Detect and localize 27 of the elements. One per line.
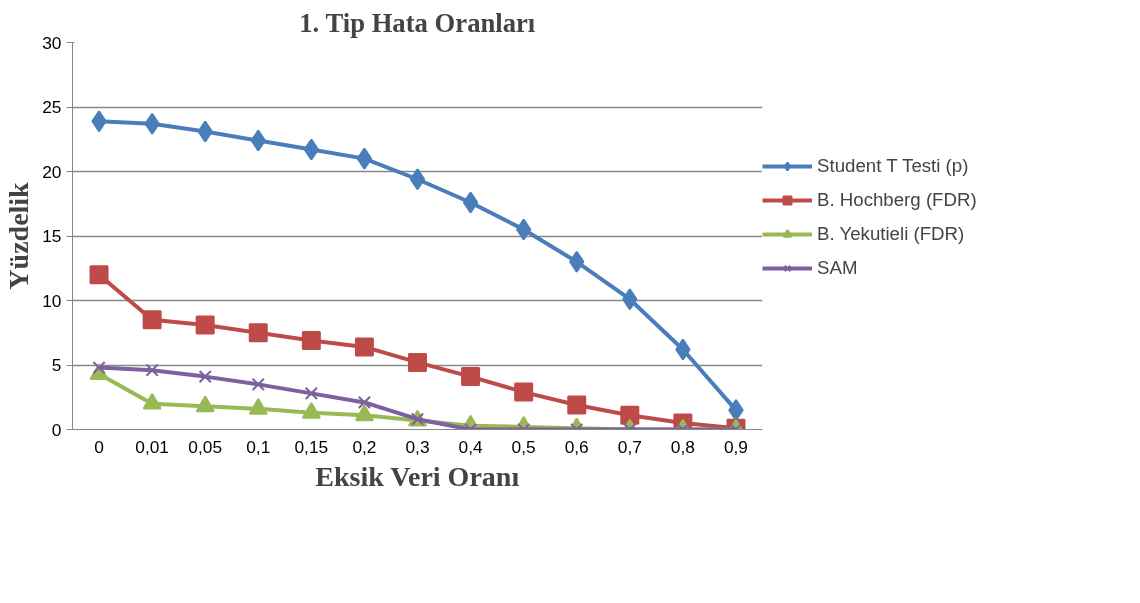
y-tick-label: 5 — [51, 355, 62, 375]
y-tick-label: 15 — [42, 226, 62, 246]
y-tick-label: 25 — [42, 97, 62, 117]
x-tick-label: 0,7 — [617, 436, 642, 457]
x-tick-label: 0,1 — [246, 436, 271, 457]
y-axis-title: Yüzdelik — [3, 181, 35, 290]
legend-label: B. Yekutieli (FDR) — [817, 223, 965, 245]
x-tick-label: 0,5 — [511, 436, 536, 457]
x-tick-label: 0,01 — [135, 436, 169, 457]
x-tick-label: 0,15 — [294, 436, 329, 457]
x-tick-label: 0,2 — [352, 436, 377, 457]
x-tick-label: 0,9 — [723, 436, 749, 457]
x-axis-title: Eksik Veri Oranı — [315, 460, 520, 492]
x-tick-label: 0 — [94, 436, 104, 457]
x-tick-label: 0,8 — [670, 436, 695, 457]
chart-title: 1. Tip Hata Oranları — [299, 7, 536, 38]
x-tick-label: 0,05 — [188, 436, 223, 457]
legend-label: Student T Testi (p) — [817, 155, 969, 177]
y-tick-label: 30 — [42, 32, 62, 53]
x-tick-label: 0,4 — [458, 436, 483, 457]
legend-label: B. Hochberg (FDR) — [817, 189, 977, 211]
y-tick-label: 0 — [51, 419, 62, 440]
x-tick-label: 0,6 — [564, 436, 589, 457]
legend-label: SAM — [817, 257, 858, 279]
y-tick-label: 10 — [42, 290, 62, 311]
x-tick-label: 0,3 — [405, 436, 430, 457]
y-tick-label: 20 — [42, 161, 62, 182]
